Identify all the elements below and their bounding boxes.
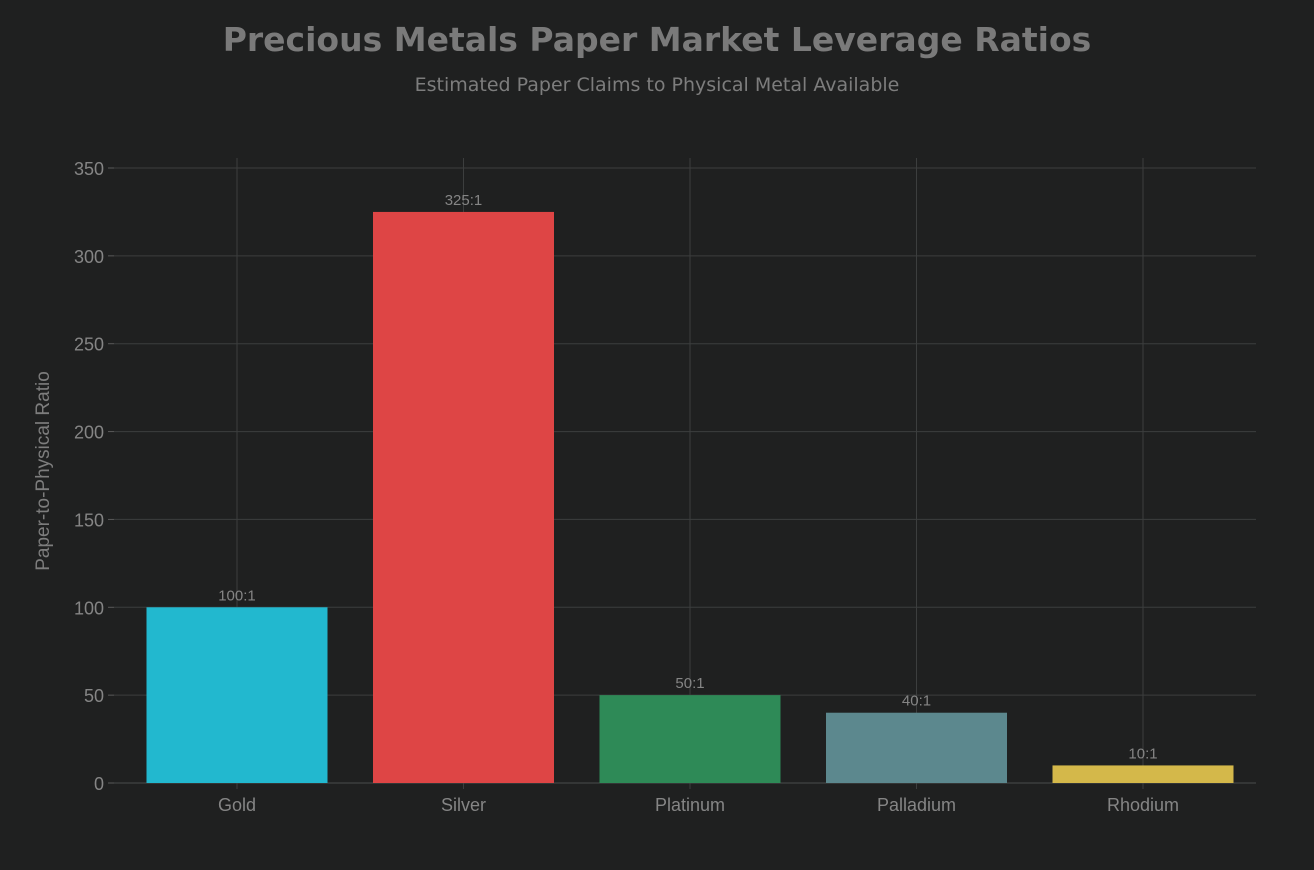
chart-title: Precious Metals Paper Market Leverage Ra… xyxy=(222,20,1092,59)
y-axis-label: Paper-to-Physical Ratio xyxy=(33,371,54,571)
x-tick-label: Palladium xyxy=(877,795,956,815)
bar-data-label: 10:1 xyxy=(1128,745,1157,762)
bars xyxy=(146,211,1234,783)
bar-data-label: 40:1 xyxy=(902,693,931,710)
y-tick-label: 300 xyxy=(74,247,104,267)
y-tick-label: 150 xyxy=(74,510,104,530)
y-tick-label: 200 xyxy=(74,423,104,443)
x-tick-label: Gold xyxy=(218,795,256,815)
bar-rhodium xyxy=(1052,765,1234,783)
bar-platinum xyxy=(599,695,781,783)
x-tick-label: Platinum xyxy=(655,795,725,815)
data-labels: 100:1 325:1 50:1 40:1 10:1 xyxy=(218,192,1157,763)
chart-subtitle: Estimated Paper Claims to Physical Metal… xyxy=(414,74,900,96)
y-tick-label: 100 xyxy=(74,598,104,618)
y-tick-label: 0 xyxy=(94,774,104,794)
y-tick-label: 250 xyxy=(74,335,104,355)
y-tick-label: 350 xyxy=(74,159,104,179)
y-axis-ticks: 0 50 100 150 200 250 300 350 xyxy=(74,159,114,794)
y-tick-label: 50 xyxy=(84,686,104,706)
bar-silver xyxy=(373,211,554,783)
bar-data-label: 325:1 xyxy=(445,192,483,209)
bar-data-label: 100:1 xyxy=(218,587,256,604)
x-tick-label: Silver xyxy=(441,795,486,815)
bar-gold xyxy=(146,607,328,783)
bar-data-label: 50:1 xyxy=(675,675,704,692)
x-tick-label: Rhodium xyxy=(1107,795,1179,815)
bar-palladium xyxy=(826,712,1007,783)
x-axis-ticks: Gold Silver Platinum Palladium Rhodium xyxy=(218,795,1179,815)
